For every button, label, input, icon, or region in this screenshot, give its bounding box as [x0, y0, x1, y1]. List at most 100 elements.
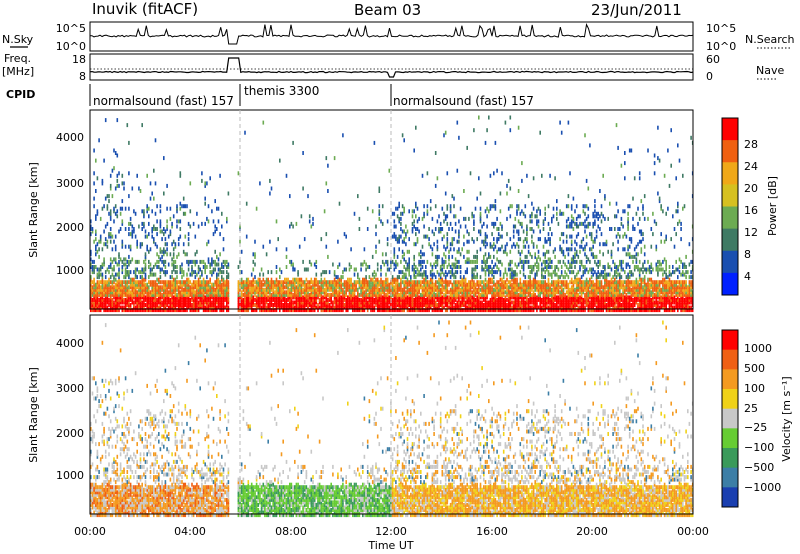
echo-cell [574, 247, 576, 252]
echo-cell [98, 292, 100, 297]
echo-cell [350, 247, 352, 252]
echo-cell [491, 285, 493, 290]
echo-cell [471, 308, 473, 313]
echo-cell [502, 272, 505, 277]
echo-cell [431, 295, 434, 300]
echo-cell [509, 305, 512, 310]
echo-cell [292, 277, 294, 282]
echo-cell [337, 297, 339, 302]
echo-cell [307, 280, 309, 285]
echo-cell [274, 300, 276, 305]
echo-cell [386, 290, 389, 295]
echo-cell [551, 308, 553, 313]
echo-cell [451, 267, 454, 272]
echo-cell [541, 267, 543, 272]
echo-cell [362, 292, 364, 297]
echo-cell [282, 305, 284, 310]
echo-cell [149, 303, 152, 307]
echo-cell [458, 259, 460, 264]
echo-cell [529, 305, 531, 310]
echo-cell [184, 308, 187, 313]
echo-cell [308, 303, 311, 307]
echo-cell [211, 259, 213, 264]
echo-cell [393, 234, 396, 239]
echo-cell [575, 224, 578, 229]
echo-cell [444, 247, 447, 252]
echo-cell [501, 300, 503, 305]
nsky-trace [89, 22, 694, 45]
echo-cell [265, 300, 268, 305]
echo-cell [560, 247, 563, 252]
nsky-panel: N.Sky 10^5 10^0 10^5 10^0 N.Search [2, 21, 795, 53]
echo-cell [423, 287, 425, 292]
echo-cell [489, 285, 492, 290]
echo-cell [370, 303, 372, 307]
echo-cell [522, 239, 525, 244]
echo-cell [244, 305, 246, 310]
echo-cell [438, 300, 440, 305]
echo-cell [187, 297, 190, 302]
echo-cell [323, 300, 326, 305]
echo-cell [459, 282, 462, 287]
echo-cell [245, 234, 248, 239]
echo-cell [386, 292, 389, 297]
echo-cell [511, 244, 513, 249]
echo-cell [438, 303, 440, 307]
echo-cell [146, 247, 148, 252]
echo-cell [192, 292, 195, 297]
echo-cell [506, 242, 508, 247]
echo-cell [433, 272, 435, 277]
echo-cell [560, 308, 563, 313]
echo-cell [133, 287, 135, 292]
echo-cell [385, 308, 387, 313]
echo-cell [274, 295, 276, 300]
echo-cell [388, 305, 391, 310]
echo-cell [166, 219, 168, 224]
echo-cell [514, 262, 517, 267]
echo-cell [416, 239, 419, 244]
echo-cell [557, 280, 560, 285]
echo-cell [310, 297, 313, 302]
echo-cell [124, 227, 127, 231]
echo-cell [468, 239, 470, 244]
echo-cell [109, 297, 112, 302]
echo-cell [391, 303, 394, 307]
echo-cell [191, 295, 193, 300]
echo-cell [549, 308, 551, 313]
echo-cell [473, 227, 475, 231]
echo-cell [549, 300, 551, 305]
echo-cell [340, 280, 342, 285]
echo-cell [449, 287, 452, 292]
echo-cell [426, 259, 429, 264]
echo-cell [565, 297, 568, 302]
echo-cell [468, 232, 470, 237]
echo-cell [582, 287, 585, 292]
echo-cell [522, 287, 525, 292]
echo-cell [176, 219, 178, 224]
echo-cell [516, 272, 518, 277]
echo-cell [501, 285, 503, 290]
echo-cell [486, 265, 488, 269]
echo-cell [219, 173, 221, 178]
echo-cell [197, 265, 200, 269]
echo-cell [413, 300, 415, 305]
echo-cell [298, 280, 301, 285]
echo-cell [118, 254, 120, 259]
echo-cell [177, 287, 180, 292]
echo-cell [415, 285, 417, 290]
echo-cell [158, 292, 160, 297]
echo-cell [562, 211, 565, 216]
echo-cell [473, 259, 475, 264]
echo-cell [280, 285, 283, 290]
echo-cell [302, 297, 304, 302]
echo-cell [542, 297, 545, 302]
echo-cell [468, 259, 470, 264]
echo-cell [174, 280, 177, 285]
echo-cell [421, 280, 424, 285]
echo-cell [504, 247, 507, 252]
echo-cell [585, 287, 588, 292]
echo-cell [285, 305, 288, 310]
echo-cell [408, 267, 410, 272]
echo-cell [410, 297, 412, 302]
echo-cell [486, 224, 488, 229]
